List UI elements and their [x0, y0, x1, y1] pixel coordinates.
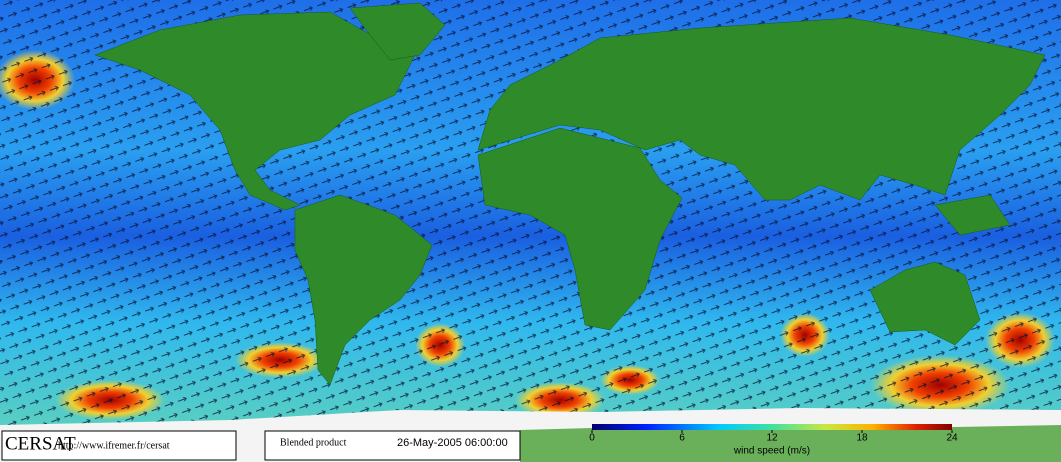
colorbar-tick-label: 18	[856, 433, 868, 444]
date: 26-May-2005 06:00:00	[397, 437, 508, 449]
colorbar-tick-label: 12	[766, 433, 778, 444]
colorbar-tick-label: 0	[589, 433, 595, 444]
colorbar-tick-label: 6	[679, 433, 685, 444]
info-box	[264, 430, 521, 461]
land	[94, 2, 1046, 386]
logo: CERSAT	[5, 433, 76, 454]
colorbar-tick-label: 24	[946, 433, 958, 444]
logo-box	[1, 430, 237, 461]
colorbar	[592, 424, 952, 430]
url: http://www.ifremer.fr/cersat	[58, 440, 170, 451]
antarctica-land	[520, 425, 1061, 462]
colorbar-label: wind speed (m/s)	[733, 446, 810, 457]
product: Blended product	[280, 437, 347, 448]
